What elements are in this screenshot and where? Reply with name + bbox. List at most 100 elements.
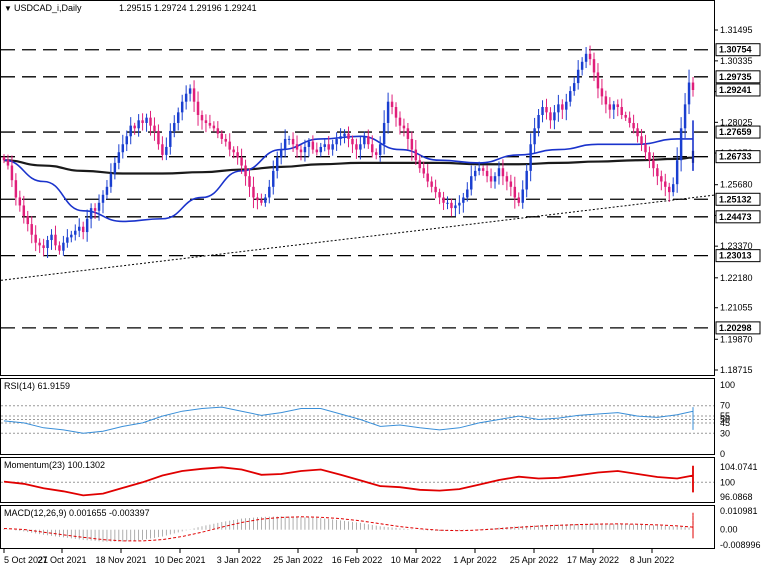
candle-up bbox=[129, 125, 132, 137]
candle-down bbox=[224, 138, 227, 142]
level-label: 1.24473 bbox=[719, 212, 752, 222]
candle-down bbox=[596, 72, 600, 89]
candle-up bbox=[537, 115, 540, 129]
candle-up bbox=[470, 176, 473, 190]
date-tick-label: 27 Oct 2021 bbox=[37, 555, 86, 565]
candle-down bbox=[438, 192, 441, 198]
candle-up bbox=[525, 170, 528, 190]
candle-up bbox=[679, 128, 683, 161]
candle-up bbox=[335, 138, 338, 145]
candle-down bbox=[228, 141, 231, 150]
candle-up bbox=[264, 197, 267, 203]
candle-down bbox=[204, 120, 208, 123]
candle-down bbox=[604, 96, 608, 105]
level-label-box bbox=[715, 210, 761, 224]
level-label: 1.26733 bbox=[719, 152, 752, 162]
symbol-triangle-icon: ▼ bbox=[4, 4, 12, 13]
candle-down bbox=[26, 216, 29, 225]
momentum-tick-label: 96.0868 bbox=[720, 492, 753, 502]
candle-down bbox=[232, 149, 235, 153]
candle-down bbox=[485, 170, 489, 177]
candle-down bbox=[34, 234, 37, 243]
momentum-tick-label: 104.0741 bbox=[720, 462, 758, 472]
level-label-box bbox=[715, 70, 761, 84]
level-label: 1.27659 bbox=[719, 127, 752, 137]
candle-down bbox=[81, 226, 85, 233]
chart-title: USDCAD_i,Daily bbox=[14, 3, 82, 13]
candle-down bbox=[600, 88, 604, 97]
candle-down bbox=[30, 224, 33, 235]
level-label: 1.25132 bbox=[719, 194, 752, 204]
ohlc-readout: 1.29515 1.29724 1.29196 1.29241 bbox=[119, 3, 257, 13]
rsi-tick-label: 100 bbox=[720, 380, 735, 390]
macd-signal-line bbox=[3, 512, 694, 542]
level-label: 1.29735 bbox=[719, 72, 752, 82]
candle-up bbox=[180, 101, 184, 113]
candle-up bbox=[446, 202, 449, 204]
candle-down bbox=[141, 120, 144, 123]
candle-up bbox=[378, 144, 382, 155]
candle-down bbox=[252, 186, 255, 198]
candle-down bbox=[256, 197, 259, 201]
candle-up bbox=[78, 226, 81, 231]
candle-down bbox=[616, 104, 619, 108]
candle-down bbox=[295, 144, 299, 150]
candle-up bbox=[675, 160, 679, 185]
candle-down bbox=[414, 149, 418, 161]
candle-down bbox=[367, 136, 370, 145]
candle-up bbox=[580, 61, 584, 70]
candle-down bbox=[315, 149, 319, 153]
candle-up bbox=[125, 136, 128, 145]
rsi-tick-label: 50 bbox=[720, 415, 730, 425]
candle-down bbox=[351, 138, 354, 145]
candle-down bbox=[133, 125, 136, 129]
candle-up bbox=[275, 157, 279, 171]
candle-up bbox=[473, 170, 477, 177]
candle-down bbox=[161, 144, 164, 155]
candle-up bbox=[454, 205, 457, 209]
candle-down bbox=[640, 136, 643, 145]
date-tick-label: 18 Nov 2021 bbox=[95, 555, 146, 565]
main-panel-frame bbox=[0, 0, 715, 376]
level-labels: 1.30754 1.29735 1.27659 1.26733 1.25132 1.244… bbox=[715, 43, 761, 335]
candle-up bbox=[339, 136, 342, 139]
candle-up bbox=[188, 88, 192, 94]
candle-down bbox=[644, 144, 647, 153]
candle-up bbox=[363, 136, 366, 145]
candle-up bbox=[565, 101, 568, 110]
rsi-title: RSI(14) 61.9159 bbox=[4, 381, 70, 391]
candle-down bbox=[18, 197, 22, 206]
candle-down bbox=[371, 144, 374, 153]
candle-up bbox=[584, 53, 588, 62]
candle-down bbox=[390, 101, 394, 108]
candle-down bbox=[668, 186, 671, 193]
candle-up bbox=[272, 170, 275, 187]
candle-down bbox=[410, 138, 414, 150]
candle-up bbox=[386, 101, 390, 123]
rsi-line bbox=[3, 406, 694, 434]
candle-down bbox=[58, 245, 61, 251]
candle-up bbox=[137, 120, 140, 129]
candle-up bbox=[169, 130, 172, 147]
candle-down bbox=[93, 208, 97, 211]
candle-down bbox=[624, 115, 627, 118]
candle-down bbox=[347, 133, 350, 139]
level-label-box bbox=[715, 150, 761, 164]
current-price-label: 1.29241 bbox=[719, 85, 752, 95]
level-label: 1.30754 bbox=[719, 45, 752, 55]
candle-up bbox=[89, 208, 93, 219]
price-tick-label: 1.30335 bbox=[720, 56, 753, 66]
momentum-series: 104.0741 100 96.0868 bbox=[1, 462, 758, 502]
candle-up bbox=[105, 186, 109, 195]
candle-down bbox=[509, 181, 513, 187]
date-tick-label: 1 Apr 2022 bbox=[453, 555, 497, 565]
candle-up bbox=[521, 189, 524, 203]
macd-panel-frame bbox=[0, 505, 715, 549]
candle-down bbox=[192, 88, 196, 102]
candle-up bbox=[279, 149, 283, 158]
candle-down bbox=[236, 152, 239, 158]
candle-up bbox=[462, 197, 465, 203]
date-tick-label: 25 Apr 2022 bbox=[510, 555, 559, 565]
rsi-tick-label: 55 bbox=[720, 411, 730, 421]
level-label: 1.23013 bbox=[719, 251, 752, 261]
